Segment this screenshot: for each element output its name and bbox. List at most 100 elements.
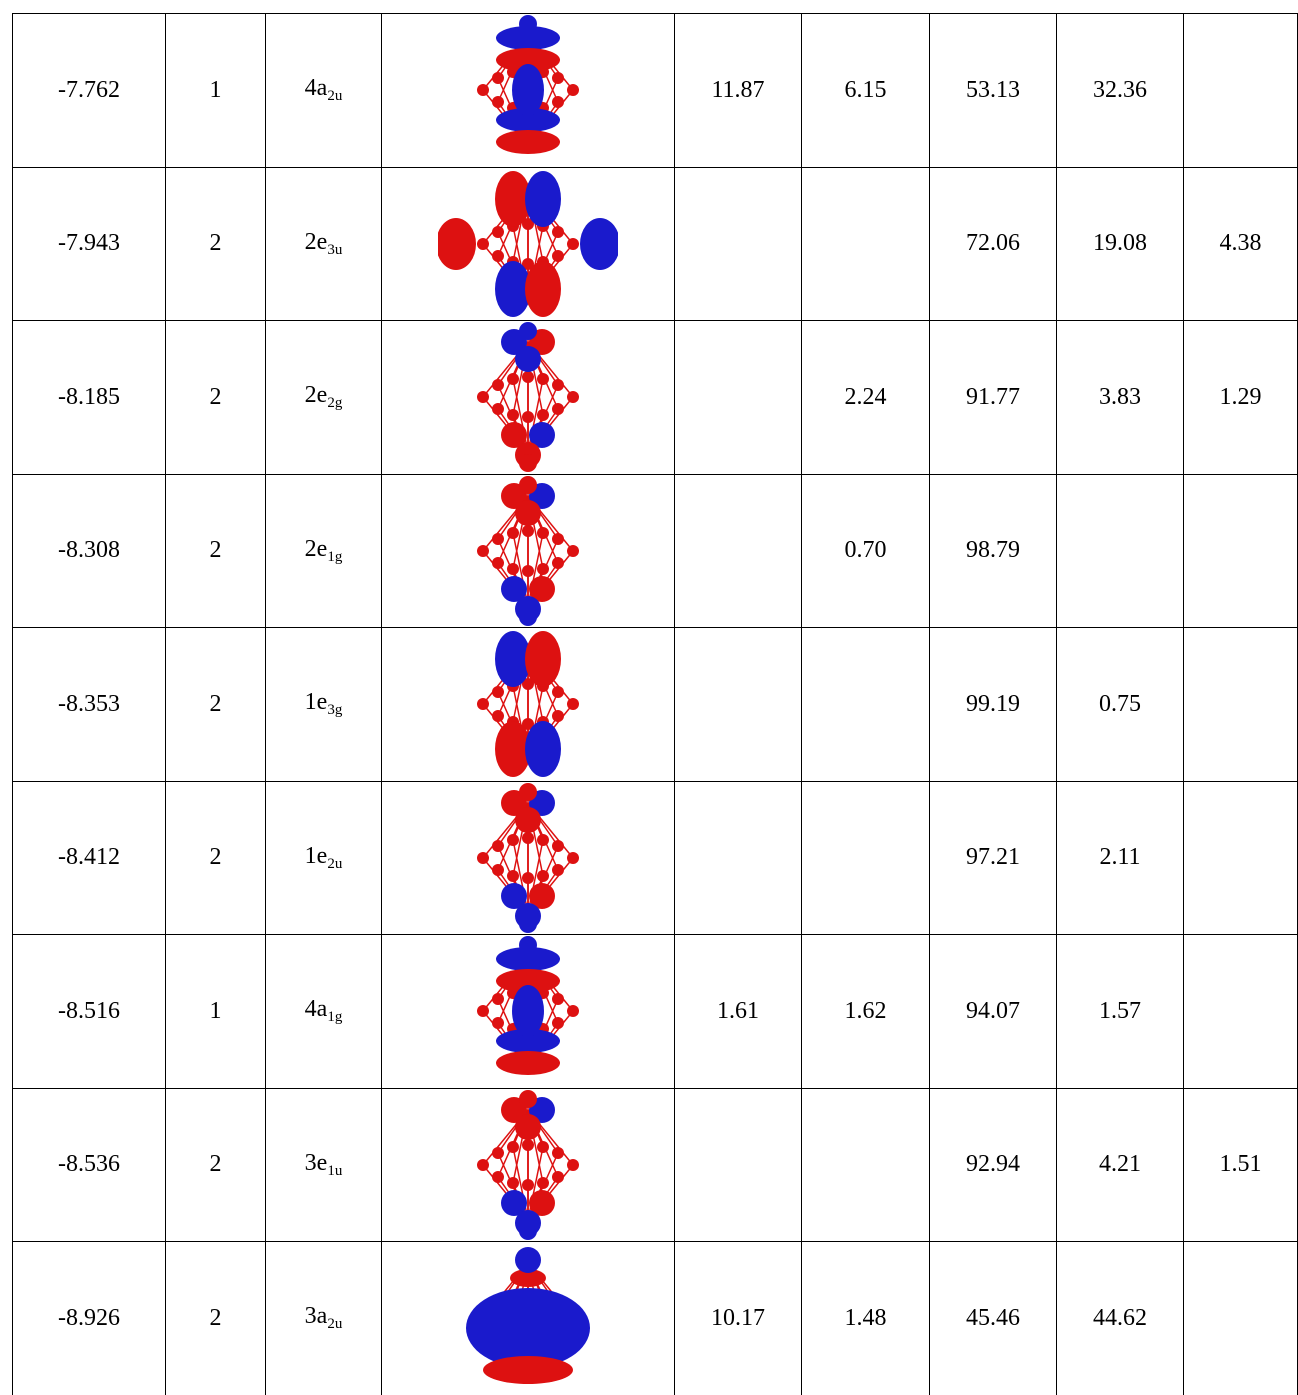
cell-text: 92.94	[966, 1151, 1020, 1178]
atom	[492, 839, 504, 852]
lobe	[495, 631, 531, 688]
orbital-label-subscript: 1g	[327, 548, 343, 565]
lobe	[495, 721, 531, 778]
lobe	[510, 1269, 546, 1288]
orbital-image	[477, 475, 579, 626]
table-cell: -8.308	[12, 473, 165, 627]
atom	[492, 96, 504, 109]
atom	[477, 544, 489, 557]
atom	[552, 532, 564, 545]
table-cell: 2.11	[1056, 780, 1183, 934]
atom	[537, 1140, 549, 1153]
orbital-label: 1e2u	[304, 842, 343, 872]
table-cell	[1183, 473, 1297, 627]
atom	[522, 1178, 534, 1191]
lobe	[495, 260, 531, 317]
orbital-label-subscript: 2g	[327, 395, 343, 412]
table-cell: -8.516	[12, 934, 165, 1088]
atom	[522, 718, 534, 731]
atom	[552, 249, 564, 262]
table-cell	[1183, 627, 1297, 781]
lobe	[525, 631, 561, 688]
atom	[537, 562, 549, 575]
table-cell	[1183, 780, 1297, 934]
cell-text: 6.15	[844, 76, 887, 103]
lobe	[519, 782, 537, 801]
orbital-label: 2e3u	[304, 228, 343, 258]
atom	[477, 237, 489, 250]
table-cell	[1183, 934, 1297, 1088]
cell-text: 2	[209, 537, 222, 564]
lobe	[525, 260, 561, 317]
cell-text: 2	[209, 844, 222, 871]
orbital-label-subscript: 2u	[327, 88, 343, 105]
table-cell	[674, 1087, 801, 1241]
table-cell	[674, 166, 801, 320]
table-cell: 2	[165, 1241, 265, 1395]
lobe	[496, 1051, 560, 1076]
atom	[492, 249, 504, 262]
table-cell: -8.926	[12, 1241, 165, 1395]
atom	[492, 993, 504, 1006]
atom	[522, 564, 534, 577]
lobe	[438, 217, 476, 270]
cell-text: 32.36	[1093, 76, 1147, 103]
atom	[552, 1017, 564, 1030]
table-cell: 11.87	[674, 13, 801, 167]
atom	[552, 225, 564, 238]
orbital-image	[466, 1247, 590, 1385]
table-cell: 1e3g	[265, 627, 381, 781]
orbital-label-subscript: 3u	[327, 241, 343, 258]
atom	[537, 409, 549, 422]
atom	[477, 1158, 489, 1171]
atom	[492, 556, 504, 569]
cell-text: 45.46	[966, 1304, 1020, 1331]
orbital-image	[438, 170, 618, 317]
cell-text: 99.19	[966, 690, 1020, 717]
table-cell: 1	[165, 934, 265, 1088]
lobe	[519, 454, 537, 473]
table-cell: -7.943	[12, 166, 165, 320]
table-cell: 1.29	[1183, 320, 1297, 474]
atom	[507, 869, 519, 882]
cell-text: -7.762	[58, 76, 120, 103]
lobe	[529, 422, 555, 449]
atom	[567, 391, 579, 404]
lobe	[519, 1089, 537, 1108]
lobe	[501, 422, 527, 449]
table-cell	[674, 320, 801, 474]
atom	[567, 84, 579, 97]
atom	[522, 257, 534, 270]
lobe	[496, 969, 560, 994]
table-cell: 1.61	[674, 934, 801, 1088]
atom	[552, 686, 564, 699]
lobe	[515, 1113, 541, 1140]
cell-text: 1	[209, 997, 222, 1024]
orbital-label-subscript: 2u	[327, 855, 343, 872]
lobe	[525, 170, 561, 227]
table-cell	[381, 473, 674, 627]
table-cell	[801, 780, 929, 934]
table-cell: 2	[165, 166, 265, 320]
cell-text: 1.62	[844, 997, 887, 1024]
lobe	[519, 15, 537, 34]
atom	[477, 84, 489, 97]
orbital-image	[477, 631, 579, 778]
cell-text: 2	[209, 1151, 222, 1178]
lobe	[496, 130, 560, 155]
lobe	[496, 1029, 560, 1054]
cell-text: 1.48	[844, 1304, 887, 1331]
table-cell	[1183, 1241, 1297, 1395]
table-cell	[381, 1087, 674, 1241]
atom	[552, 710, 564, 723]
table-cell: 1.51	[1183, 1087, 1297, 1241]
cell-text: 91.77	[966, 383, 1020, 410]
atom	[492, 1017, 504, 1030]
atom	[492, 72, 504, 85]
atom	[492, 225, 504, 238]
atom	[552, 1146, 564, 1159]
table-cell	[381, 627, 674, 781]
cell-text: 2.24	[844, 383, 887, 410]
cell-text: 97.21	[966, 844, 1020, 871]
table-cell: 2	[165, 780, 265, 934]
